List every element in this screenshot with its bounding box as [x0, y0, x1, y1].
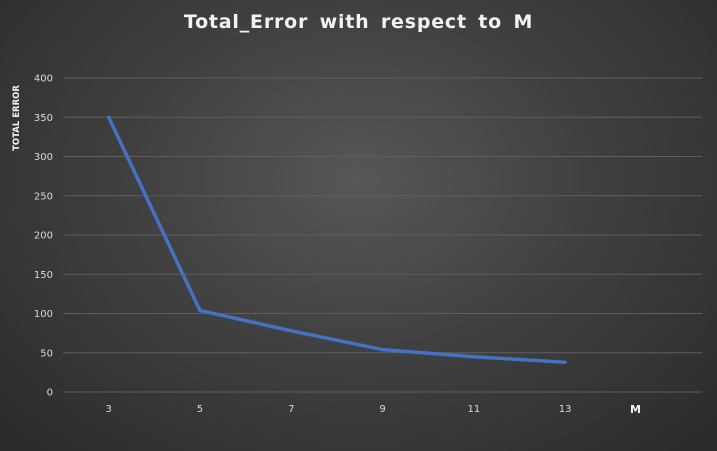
x-tick-label: 13	[559, 404, 572, 415]
y-tick-label: 150	[34, 270, 53, 281]
x-tick-label: 9	[379, 404, 385, 415]
x-tick-label: 11	[467, 404, 480, 415]
data-point	[107, 115, 111, 119]
x-axis-title: M	[630, 403, 641, 416]
y-tick-label: 250	[34, 191, 53, 202]
chart-title: Total_Error with respect to M	[183, 11, 534, 33]
x-tick-label: 5	[197, 404, 203, 415]
data-point	[198, 308, 202, 312]
series-layer	[106, 115, 567, 364]
x-tick-labels: 3 5 7 9 11 13	[105, 404, 571, 415]
y-tick-label: 400	[34, 74, 53, 85]
y-tick-label: 200	[34, 231, 53, 242]
series-line	[106, 115, 567, 364]
x-tick-label: 7	[288, 404, 294, 415]
y-tick-label: 300	[34, 152, 53, 163]
data-point	[563, 360, 567, 364]
data-point	[289, 329, 293, 333]
y-tick-label: 350	[34, 113, 53, 124]
data-point	[472, 355, 476, 359]
y-tick-label: 100	[34, 309, 53, 320]
x-tick-label: 3	[105, 404, 111, 415]
y-tick-label: 0	[47, 388, 53, 399]
y-tick-label: 50	[40, 348, 53, 359]
gridlines	[63, 77, 702, 393]
data-point	[381, 348, 385, 352]
y-tick-labels: 0 50 100 150 200 250 300 350 400	[34, 74, 53, 399]
